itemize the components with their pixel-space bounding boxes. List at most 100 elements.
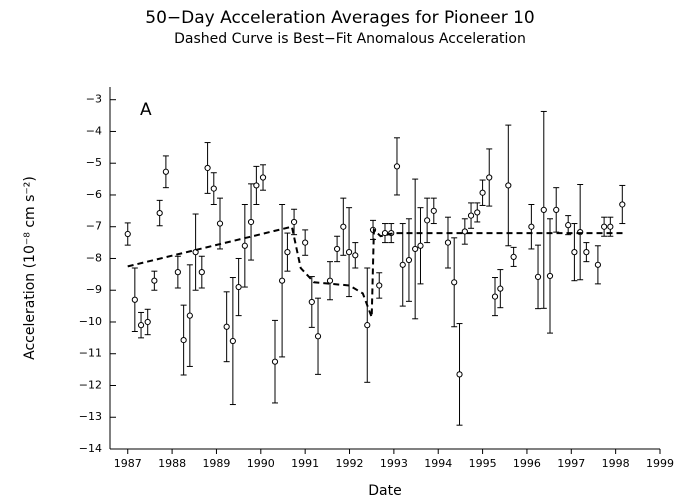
data-point <box>619 201 626 208</box>
data-point <box>461 228 468 235</box>
x-tick-label: 1988 <box>158 457 186 470</box>
y-axis-label: Acceleration (10⁻⁸ cm s⁻²) <box>22 176 38 360</box>
data-point <box>583 249 590 256</box>
y-tick-label: −10 <box>79 315 102 328</box>
x-tick-label: 1993 <box>380 457 408 470</box>
x-tick-label: 1991 <box>291 457 319 470</box>
y-tick-label: −13 <box>79 410 102 423</box>
data-point <box>486 174 493 181</box>
data-point <box>156 209 163 217</box>
data-point <box>505 182 512 189</box>
data-point <box>131 296 138 303</box>
data-point <box>534 273 542 280</box>
x-axis-label: Date <box>368 483 401 499</box>
data-point <box>223 323 230 330</box>
y-tick-label: −5 <box>86 156 102 169</box>
data-point <box>247 218 255 226</box>
data-point <box>271 358 279 365</box>
data-point <box>253 182 260 189</box>
data-point <box>124 230 131 238</box>
data-point <box>174 269 181 276</box>
data-point <box>144 318 151 326</box>
data-point <box>553 206 560 213</box>
data-point <box>376 282 383 289</box>
x-tick-label: 1996 <box>513 457 541 470</box>
fit-curve <box>127 225 625 318</box>
data-point <box>467 212 475 219</box>
data-point <box>290 218 298 226</box>
data-point <box>607 223 614 230</box>
data-point <box>417 242 424 249</box>
data-point <box>326 277 334 284</box>
data-point <box>364 322 371 329</box>
x-tick-label: 1995 <box>469 457 497 470</box>
data-point <box>474 209 481 216</box>
x-tick-label: 1987 <box>114 457 142 470</box>
data-point <box>162 168 169 175</box>
y-tick-label: −4 <box>86 124 102 137</box>
data-point <box>151 277 158 284</box>
data-point <box>284 249 291 256</box>
data-point <box>210 185 217 192</box>
data-point <box>352 252 359 259</box>
data-point <box>399 261 406 268</box>
data-point <box>204 164 211 172</box>
data-point <box>546 272 554 280</box>
data-point <box>405 256 413 264</box>
y-tick-label: −6 <box>86 188 102 201</box>
y-tick-label: −9 <box>86 283 102 296</box>
data-point <box>430 207 437 214</box>
data-point <box>180 336 187 344</box>
x-tick-label: 1992 <box>336 457 364 470</box>
data-point <box>216 220 224 227</box>
data-point <box>308 298 315 306</box>
data-point <box>444 239 452 246</box>
x-tick-label: 1998 <box>602 457 630 470</box>
data-point <box>229 337 236 345</box>
data-point <box>510 253 517 260</box>
data-point <box>491 293 499 300</box>
data-point <box>528 223 535 230</box>
chart-title: 50−Day Acceleration Averages for Pioneer… <box>145 8 534 28</box>
data-point <box>424 217 431 224</box>
data-point <box>137 322 145 329</box>
y-tick-label: −12 <box>79 378 102 391</box>
y-tick-label: −11 <box>79 347 102 360</box>
data-point <box>456 371 463 378</box>
data-point <box>451 279 458 286</box>
data-point <box>381 229 389 237</box>
data-point <box>186 312 193 319</box>
x-tick-label: 1999 <box>646 457 674 470</box>
data-point <box>259 174 267 181</box>
data-point <box>540 206 547 213</box>
x-tick-label: 1994 <box>424 457 452 470</box>
y-tick-label: −8 <box>86 251 102 264</box>
data-point <box>479 189 486 196</box>
data-point <box>302 239 309 246</box>
data-point <box>345 249 353 256</box>
x-tick-label: 1989 <box>202 457 230 470</box>
data-point <box>571 249 578 256</box>
y-tick-label: −14 <box>79 442 102 455</box>
data-point <box>192 249 199 256</box>
data-point <box>278 277 286 284</box>
data-point <box>314 333 322 340</box>
data-point <box>412 245 419 253</box>
panel-annotation: A <box>140 100 152 120</box>
chart-subtitle: Dashed Curve is Best−Fit Anomalous Accel… <box>174 31 526 47</box>
x-tick-label: 1997 <box>557 457 585 470</box>
y-tick-label: −3 <box>86 93 102 106</box>
data-point <box>565 222 572 229</box>
data-point <box>497 285 504 292</box>
x-tick-label: 1990 <box>247 457 275 470</box>
data-point <box>601 223 608 230</box>
data-point <box>241 242 248 249</box>
data-point <box>393 163 401 170</box>
data-point <box>340 223 347 230</box>
data-point <box>235 283 242 291</box>
y-tick-label: −7 <box>86 220 102 233</box>
data-point <box>333 245 341 253</box>
data-point <box>198 269 205 276</box>
data-point <box>594 261 602 268</box>
